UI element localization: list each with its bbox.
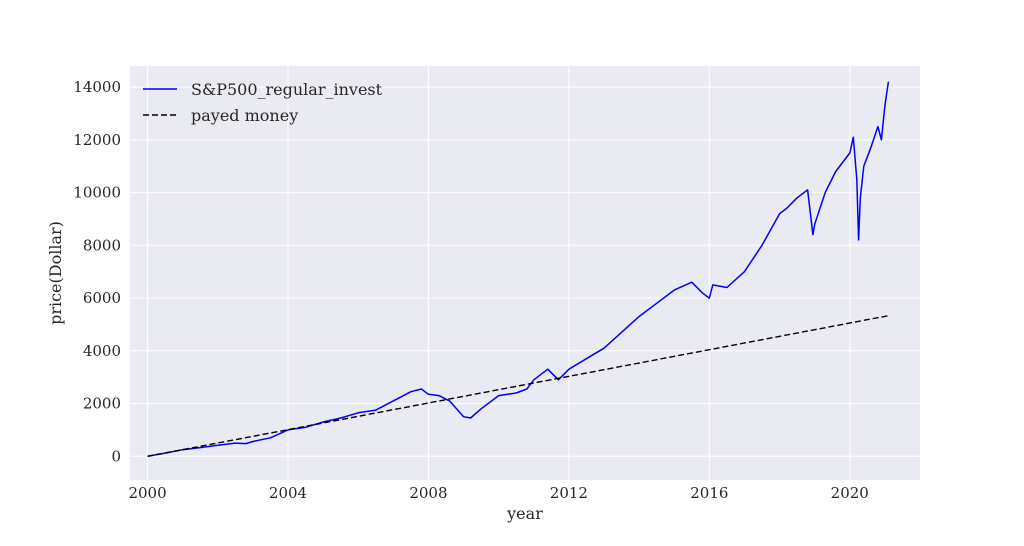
x-axis-label: year (506, 504, 543, 523)
y-tick-label: 12000 (73, 131, 121, 149)
y-tick-label: 8000 (83, 236, 121, 254)
y-axis-label: price(Dollar) (46, 221, 65, 325)
x-tick-label: 2004 (269, 484, 307, 502)
legend-label-payed-money: payed money (191, 106, 298, 125)
y-tick-labels: 0 2000 4000 6000 8000 10000 12000 14000 (73, 78, 121, 465)
series-line-sp500-regular-invest (147, 81, 890, 458)
x-tick-label: 2012 (550, 484, 588, 502)
y-tick-label: 10000 (73, 184, 121, 202)
grid (130, 66, 920, 480)
y-tick-label: 4000 (83, 342, 121, 360)
y-tick-label: 0 (111, 447, 121, 465)
x-tick-label: 2016 (690, 484, 728, 502)
x-tick-label: 2000 (128, 484, 166, 502)
legend: S&P500_regular_invest payed money (143, 80, 383, 125)
y-tick-label: 2000 (83, 395, 121, 413)
y-tick-label: 14000 (73, 78, 121, 96)
y-tick-label: 6000 (83, 289, 121, 307)
plot-background (130, 66, 920, 480)
x-tick-label: 2020 (831, 484, 869, 502)
series-layer (147, 81, 890, 458)
x-tick-label: 2008 (409, 484, 447, 502)
legend-label-sp500: S&P500_regular_invest (191, 80, 383, 99)
x-tick-labels: 2000 2004 2008 2012 2016 2020 (128, 484, 868, 502)
